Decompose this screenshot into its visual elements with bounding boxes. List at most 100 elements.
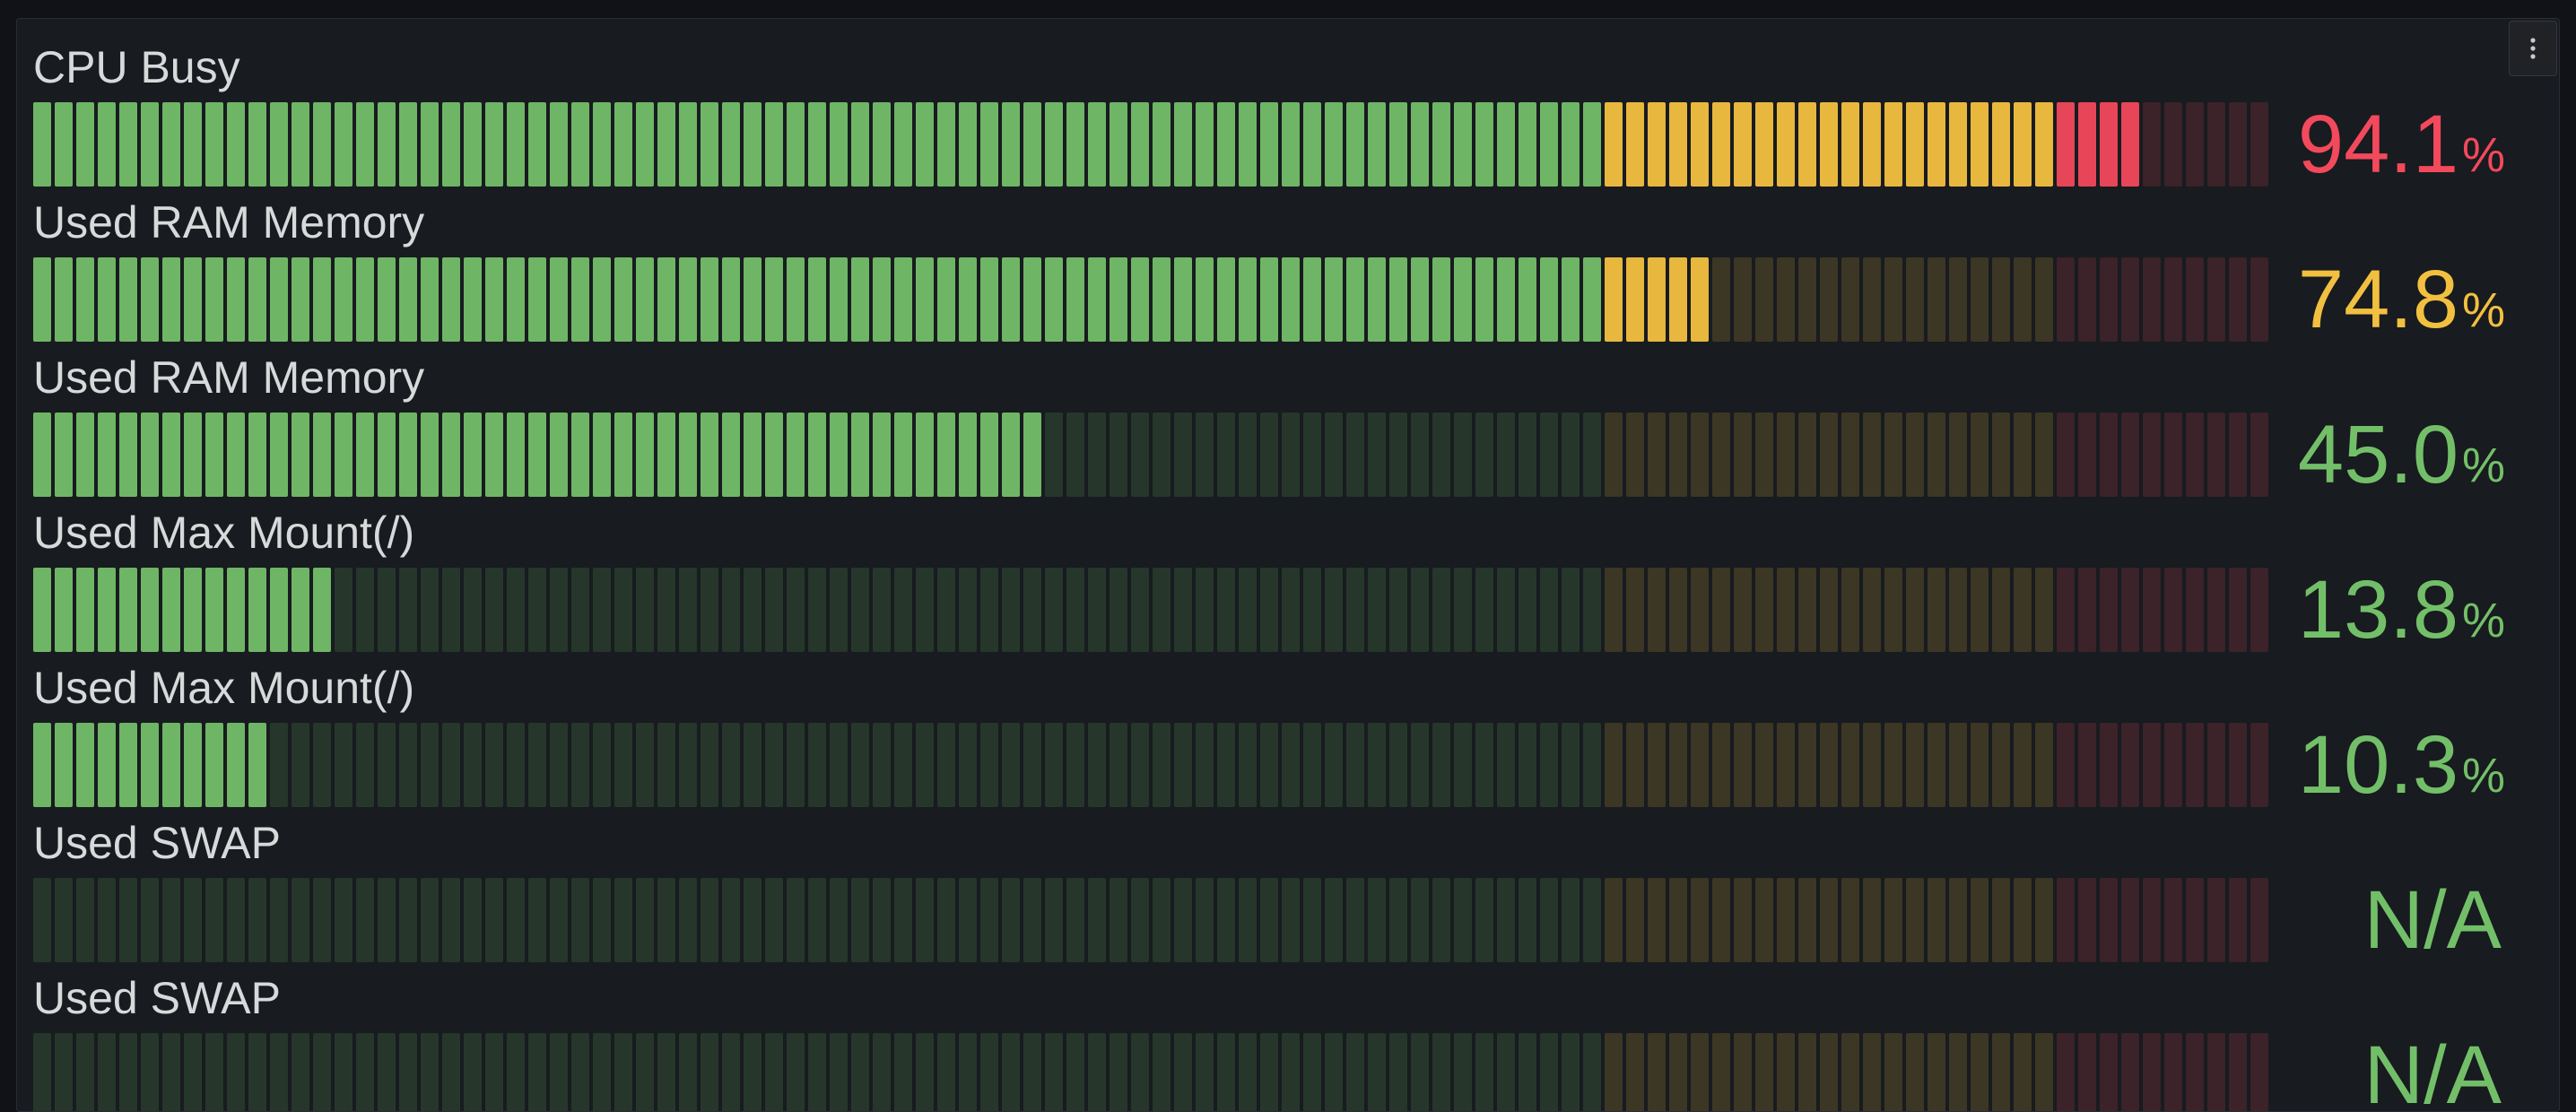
gauge-cell	[2186, 413, 2204, 497]
gauge-cell	[356, 723, 374, 807]
gauge-cell	[830, 257, 848, 342]
gauge-cell	[894, 878, 912, 962]
gauge-cell	[1131, 257, 1149, 342]
gauge-cell	[442, 723, 460, 807]
gauge-bar	[33, 878, 2268, 962]
gauge-cell	[399, 413, 417, 497]
gauge-cell	[1906, 568, 1924, 652]
gauge-cell	[2186, 1033, 2204, 1111]
gauge-cell	[356, 102, 374, 187]
gauge-cell	[1755, 102, 1773, 187]
gauge-cell	[1992, 257, 2010, 342]
gauge-cell	[2229, 1033, 2247, 1111]
gauge-cell	[851, 1033, 869, 1111]
gauge-cell	[1605, 568, 1623, 652]
gauge-cell	[2121, 723, 2139, 807]
gauge-cell	[1002, 723, 1020, 807]
gauge-cell	[1432, 102, 1450, 187]
gauge-cell	[1841, 723, 1859, 807]
gauge-cell	[399, 257, 417, 342]
gauge-cell	[2057, 102, 2075, 187]
gauge-cell	[1540, 257, 1558, 342]
gauge-cell	[378, 413, 396, 497]
gauge-cell	[1583, 568, 1601, 652]
gauge-cell	[399, 878, 417, 962]
gauge-cell	[2121, 878, 2139, 962]
gauge-cell	[1562, 257, 1580, 342]
gauge-cell	[787, 723, 805, 807]
gauge-cell	[1411, 1033, 1429, 1111]
gauge-cell	[657, 102, 675, 187]
gauge-cell	[1884, 568, 1902, 652]
gauge-cell	[1626, 257, 1644, 342]
gauge-cell	[2207, 1033, 2225, 1111]
gauge-cell	[1928, 723, 1945, 807]
gauge-cell	[2035, 413, 2053, 497]
gauge-cell	[1734, 257, 1752, 342]
gauge-cell	[1820, 413, 1838, 497]
gauge-cell	[1239, 878, 1257, 962]
gauge-cell	[1863, 257, 1881, 342]
gauge-cell	[442, 257, 460, 342]
gauge-cell	[1777, 1033, 1795, 1111]
gauge-cell	[808, 878, 826, 962]
gauge-cell	[701, 1033, 718, 1111]
gauge-cell	[614, 878, 632, 962]
gauge-cell	[1002, 257, 1020, 342]
gauge-cell	[205, 723, 223, 807]
gauge-cell	[765, 413, 783, 497]
gauge-cell	[313, 723, 331, 807]
gauge-cell	[1131, 413, 1149, 497]
gauge-cell	[1777, 413, 1795, 497]
gauge-cell	[873, 723, 891, 807]
gauge-cell	[1583, 1033, 1601, 1111]
gauge-cell	[1755, 568, 1773, 652]
gauge-cell	[873, 1033, 891, 1111]
gauge-value-unit: %	[2461, 283, 2505, 337]
gauge-cell	[1217, 102, 1235, 187]
gauge-cell	[76, 568, 94, 652]
gauge-cell	[1562, 878, 1580, 962]
gauge-cell	[2164, 257, 2182, 342]
gauge-value-number: 94.1	[2297, 99, 2459, 190]
gauge-cell	[2057, 413, 2075, 497]
gauge-cell	[119, 568, 137, 652]
gauge-cell	[916, 257, 934, 342]
gauge-cell	[1023, 723, 1041, 807]
gauge-cell	[571, 723, 589, 807]
gauge-cell	[2014, 723, 2032, 807]
gauge-cell	[1712, 413, 1730, 497]
gauge-cell	[1755, 1033, 1773, 1111]
gauge-cell	[1217, 568, 1235, 652]
gauge-cell	[722, 102, 740, 187]
gauge-cell	[657, 723, 675, 807]
gauge-cell	[1949, 878, 1967, 962]
gauge-cell	[1303, 723, 1321, 807]
gauge-cell	[1110, 102, 1127, 187]
gauge-cell	[227, 723, 245, 807]
gauge-cell	[1734, 878, 1752, 962]
gauge-cell	[292, 257, 309, 342]
gauge-cell	[1820, 102, 1838, 187]
gauge-cell	[248, 568, 266, 652]
gauge-cell	[1626, 102, 1644, 187]
gauge-cell	[1196, 413, 1214, 497]
gauge-cell	[1669, 413, 1687, 497]
gauge-cell	[1841, 102, 1859, 187]
gauge-cell	[507, 257, 525, 342]
gauge-cell	[1346, 1033, 1364, 1111]
gauge-cell	[1691, 102, 1709, 187]
gauge-cell	[980, 413, 998, 497]
gauge-cell	[1196, 1033, 1214, 1111]
gauge-cell	[744, 257, 761, 342]
gauge-cell	[98, 723, 116, 807]
gauge-cell	[2100, 102, 2118, 187]
gauge-cell	[1519, 413, 1536, 497]
gauge-cell	[1153, 878, 1171, 962]
gauge-cell	[550, 568, 568, 652]
gauge-cell	[1798, 102, 1816, 187]
gauge-bar	[33, 413, 2268, 497]
gauge-cell	[1066, 257, 1084, 342]
gauge-cell	[916, 723, 934, 807]
panel-menu-button[interactable]	[2509, 21, 2557, 76]
